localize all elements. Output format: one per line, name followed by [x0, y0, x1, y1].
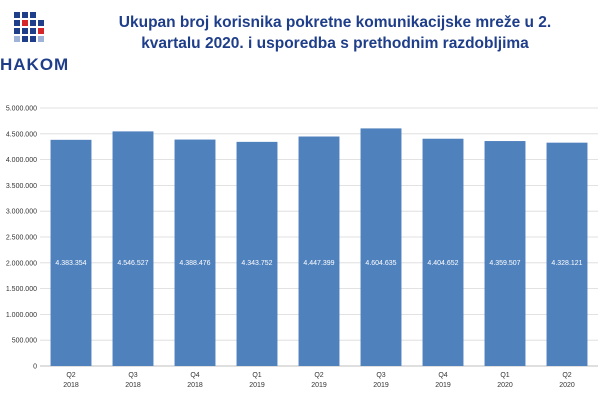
- x-tick-label: Q2: [562, 372, 571, 379]
- x-tick-year-label: 2019: [311, 382, 327, 389]
- y-tick-label: 2.000.000: [6, 260, 37, 267]
- bar: [50, 139, 92, 366]
- data-label: 4.447.399: [303, 260, 334, 267]
- y-tick-label: 3.000.000: [6, 209, 37, 216]
- bar: [422, 138, 464, 366]
- x-tick-label: Q3: [376, 372, 385, 379]
- x-tick-year-label: 2020: [497, 382, 513, 389]
- y-tick-label: 1.500.000: [6, 286, 37, 293]
- bar: [360, 128, 402, 366]
- data-label: 4.328.121: [551, 260, 582, 267]
- y-tick-label: 1.000.000: [6, 312, 37, 319]
- y-tick-label: 5.000.000: [6, 106, 37, 113]
- y-tick-label: 500.000: [12, 338, 37, 345]
- x-tick-label: Q1: [500, 372, 509, 379]
- bar: [174, 139, 216, 366]
- x-tick-label: Q4: [438, 372, 447, 379]
- x-tick-label: Q4: [190, 372, 199, 379]
- y-tick-label: 3.500.000: [6, 183, 37, 190]
- data-label: 4.546.527: [117, 260, 148, 267]
- data-label: 4.404.652: [427, 260, 458, 267]
- logo-squares-icon: [14, 12, 44, 42]
- data-label: 4.359.507: [489, 260, 520, 267]
- chart-title: Ukupan broj korisnika pokretne komunikac…: [118, 14, 552, 52]
- x-tick-label: Q2: [314, 372, 323, 379]
- x-tick-label: Q2: [66, 372, 75, 379]
- bar: [484, 141, 526, 366]
- x-tick-year-label: 2018: [187, 382, 203, 389]
- data-label: 4.604.635: [365, 260, 396, 267]
- bar: [546, 142, 588, 366]
- bar: [236, 141, 278, 366]
- x-tick-year-label: 2020: [559, 382, 575, 389]
- data-label: 4.383.354: [55, 260, 86, 267]
- x-tick-label: Q3: [128, 372, 137, 379]
- x-tick-year-label: 2019: [373, 382, 389, 389]
- data-label: 4.343.752: [241, 260, 272, 267]
- y-tick-label: 4.500.000: [6, 131, 37, 138]
- x-tick-label: Q1: [252, 372, 261, 379]
- bar: [112, 131, 154, 366]
- y-tick-label: 2.500.000: [6, 235, 37, 242]
- x-tick-year-label: 2018: [125, 382, 141, 389]
- x-tick-year-label: 2018: [63, 382, 79, 389]
- x-tick-year-label: 2019: [435, 382, 451, 389]
- bar: [298, 136, 340, 366]
- logo-wordmark: HAKOM: [0, 55, 70, 74]
- hakom-logo: [14, 12, 44, 42]
- y-tick-label: 0: [33, 364, 37, 371]
- y-tick-label: 4.000.000: [6, 157, 37, 164]
- x-tick-year-label: 2019: [249, 382, 265, 389]
- data-label: 4.388.476: [179, 260, 210, 267]
